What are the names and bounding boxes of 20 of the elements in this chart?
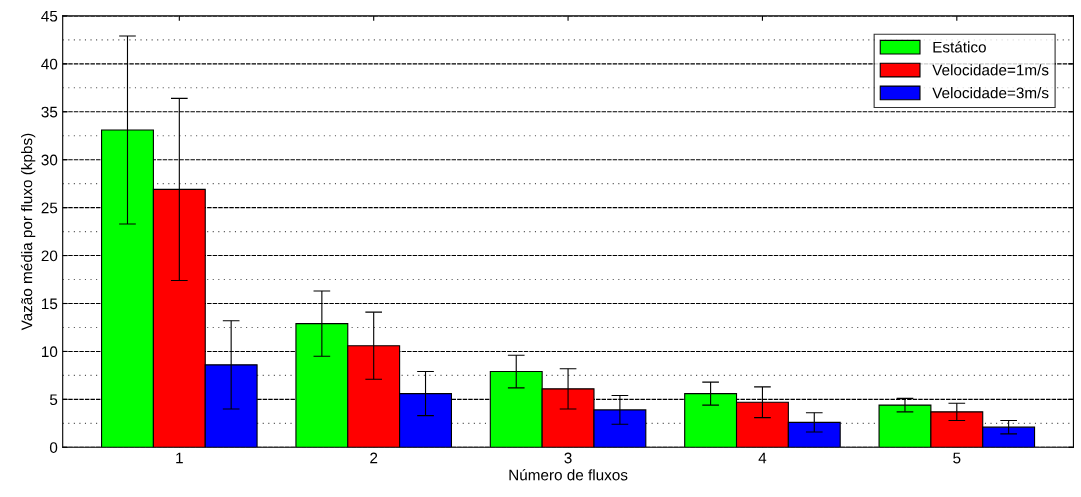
- x-tick-label: 5: [953, 452, 961, 464]
- y-tick-label: 25: [41, 202, 58, 214]
- y-tick-label: 30: [41, 154, 58, 166]
- y-tick-label: 20: [41, 250, 58, 262]
- x-axis-title: Número de fluxos: [509, 469, 628, 481]
- y-tick-label: 15: [42, 298, 58, 310]
- y-tick-label: 45: [41, 10, 58, 22]
- x-tick-label: 4: [758, 452, 767, 464]
- legend-label: Velocidade=3m/s: [932, 87, 1049, 99]
- x-tick-label: 3: [564, 452, 572, 464]
- y-tick-label: 35: [41, 106, 58, 118]
- y-tick-label: 0: [49, 442, 58, 453]
- legend-label: Estático: [933, 41, 986, 53]
- y-tick-label: 10: [42, 346, 58, 358]
- y-axis-title: Vazão média por fluxo (kpbs): [20, 133, 36, 331]
- x-tick-label: 2: [370, 452, 378, 464]
- x-tick-label: 1: [176, 452, 183, 464]
- y-tick-label: 40: [41, 58, 58, 70]
- legend-label: Velocidade=1m/s: [932, 64, 1049, 76]
- y-tick-label: 5: [49, 394, 58, 406]
